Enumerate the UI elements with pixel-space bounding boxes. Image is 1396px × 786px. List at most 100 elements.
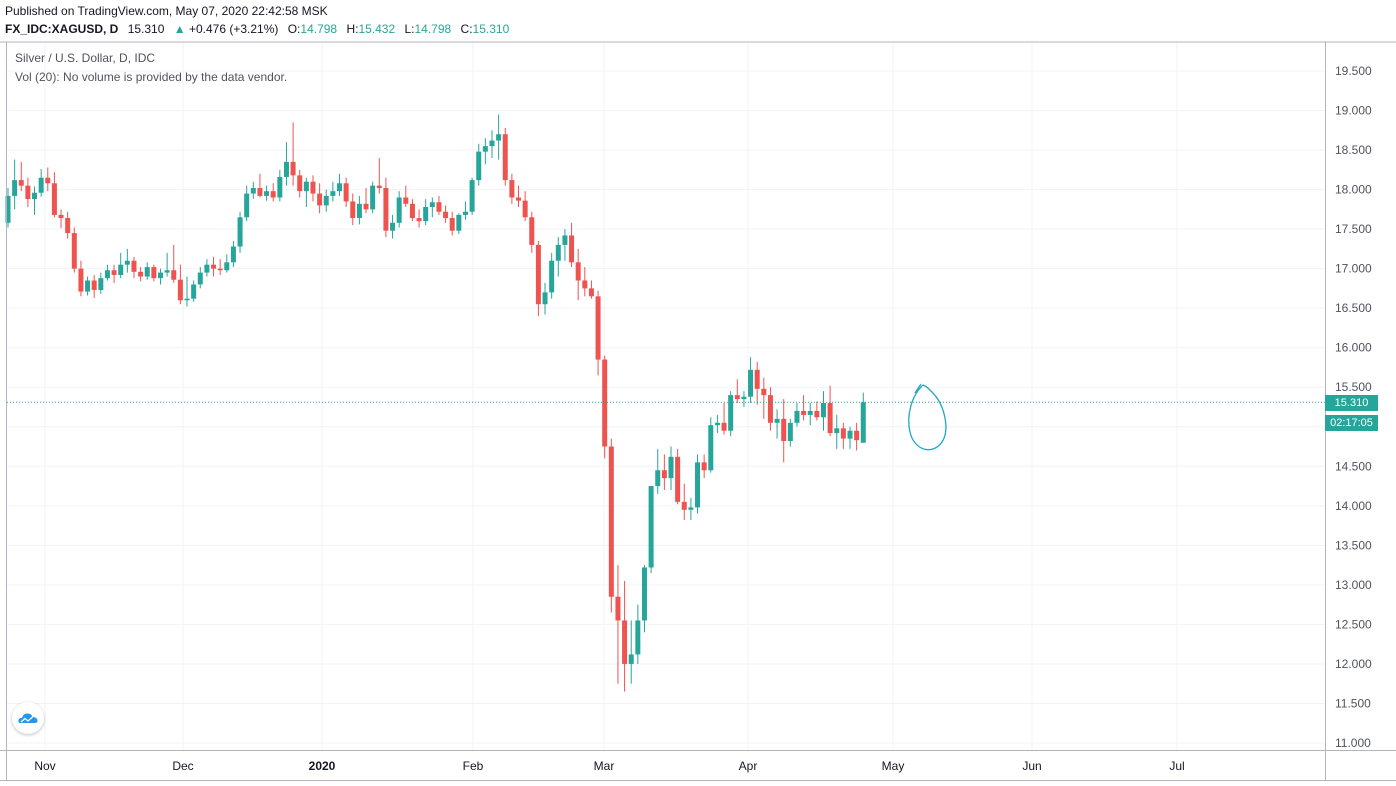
candle-body	[695, 462, 701, 508]
candle-body	[283, 161, 289, 177]
candle-body	[748, 369, 754, 397]
chart-header: Published on TradingView.com, May 07, 20…	[0, 0, 1396, 42]
candle-body	[264, 191, 270, 196]
candle-body	[588, 288, 594, 297]
candle-body	[124, 260, 130, 265]
candle-body	[323, 195, 329, 206]
grid-lines	[7, 42, 1325, 750]
candle-body	[138, 271, 144, 277]
candle-body	[767, 395, 773, 423]
price-tick-label: 19.500	[1335, 64, 1372, 78]
candle-body	[230, 246, 236, 263]
candle-body	[787, 422, 793, 441]
candle-body	[317, 193, 323, 206]
last-price: 15.310	[127, 22, 165, 36]
candle-body	[714, 422, 720, 426]
candle-body	[781, 418, 787, 441]
time-tick-label: Nov	[34, 759, 55, 773]
candle-body	[555, 244, 561, 261]
time-tick-label: 2020	[309, 759, 336, 773]
candle-body	[549, 260, 555, 293]
candle-body	[310, 181, 316, 194]
candle-body	[602, 359, 608, 447]
candle-body	[569, 235, 575, 263]
symbol-label[interactable]: FX_IDC:XAGUSD, D	[5, 22, 119, 36]
candle-body	[635, 620, 641, 655]
candle-body	[363, 203, 369, 210]
candle-body	[820, 403, 826, 418]
countdown-badge: 02:17:05	[1325, 415, 1378, 431]
candle-body	[476, 151, 482, 181]
price-tick-label: 13.000	[1335, 578, 1372, 592]
candle-body	[104, 270, 110, 279]
candle-body	[350, 201, 356, 219]
candle-body	[390, 222, 396, 231]
candle-body	[622, 620, 628, 664]
candle-body	[741, 396, 747, 400]
candle-body	[383, 188, 389, 231]
price-tick-label: 17.500	[1335, 222, 1372, 236]
candle-body	[356, 203, 362, 219]
candle-body	[197, 272, 203, 285]
candle-body	[774, 418, 780, 423]
published-info: Published on TradingView.com, May 07, 20…	[5, 4, 328, 18]
candle-body	[814, 410, 820, 418]
volume-note: Vol (20): No volume is provided by the d…	[15, 70, 288, 84]
candle-body	[290, 161, 296, 176]
candle-body	[542, 292, 548, 305]
candle-body	[456, 214, 462, 231]
candle-body	[721, 422, 727, 431]
candle-body	[277, 176, 283, 198]
candle-body	[330, 191, 336, 196]
change-arrow-icon: ▲	[173, 22, 186, 36]
time-tick-label: Apr	[739, 759, 758, 773]
candle-body	[303, 181, 309, 192]
candle-body	[794, 410, 800, 423]
price-tick-label: 18.500	[1335, 143, 1372, 157]
price-tick-label: 11.000	[1335, 736, 1371, 750]
candle-body	[529, 217, 535, 245]
time-tick-label: Mar	[594, 759, 615, 773]
candle-series	[5, 114, 866, 692]
price-tick-label: 12.000	[1335, 657, 1372, 671]
candle-body	[157, 272, 163, 279]
high-label: H:	[346, 22, 359, 36]
candle-body	[834, 428, 840, 434]
candle-body	[204, 264, 210, 273]
candle-body	[343, 183, 349, 202]
candle-body	[661, 470, 667, 479]
open-value: 14.798	[300, 22, 338, 36]
candle-body	[701, 462, 707, 471]
candle-body	[608, 446, 614, 597]
cloud-icon	[18, 713, 38, 723]
close-value: 15.310	[472, 22, 510, 36]
price-tick-label: 16.500	[1335, 301, 1372, 315]
ohlc-bar: FX_IDC:XAGUSD, D 15.310 ▲ +0.476 (+3.21%…	[5, 22, 509, 36]
candle-body	[681, 501, 687, 510]
price-tick-label: 14.500	[1335, 459, 1372, 473]
candle-body	[462, 211, 468, 215]
high-value: 15.432	[358, 22, 396, 36]
candle-body	[151, 267, 157, 279]
annotation-drawing[interactable]	[908, 383, 947, 451]
candle-body	[111, 270, 117, 275]
tradingview-cloud-icon[interactable]	[12, 702, 44, 734]
candle-body	[575, 262, 581, 281]
candle-body	[807, 410, 813, 415]
time-tick-label: Feb	[463, 759, 484, 773]
price-tick-label: 11.500	[1335, 696, 1371, 710]
candle-body	[628, 654, 634, 664]
time-tick-label: May	[882, 759, 905, 773]
candle-body	[509, 180, 515, 198]
candle-body	[668, 456, 674, 479]
time-tick-label: Jun	[1022, 759, 1041, 773]
candle-body	[244, 193, 250, 218]
candle-body	[396, 197, 402, 223]
candle-body	[376, 185, 382, 189]
candle-body	[615, 596, 621, 621]
time-axis[interactable]: Nov Dec 2020 Feb Mar Apr May Jun Jul	[34, 759, 1184, 773]
price-tick-label: 15.500	[1335, 380, 1372, 394]
candle-body	[171, 270, 177, 280]
candle-body	[18, 180, 24, 186]
